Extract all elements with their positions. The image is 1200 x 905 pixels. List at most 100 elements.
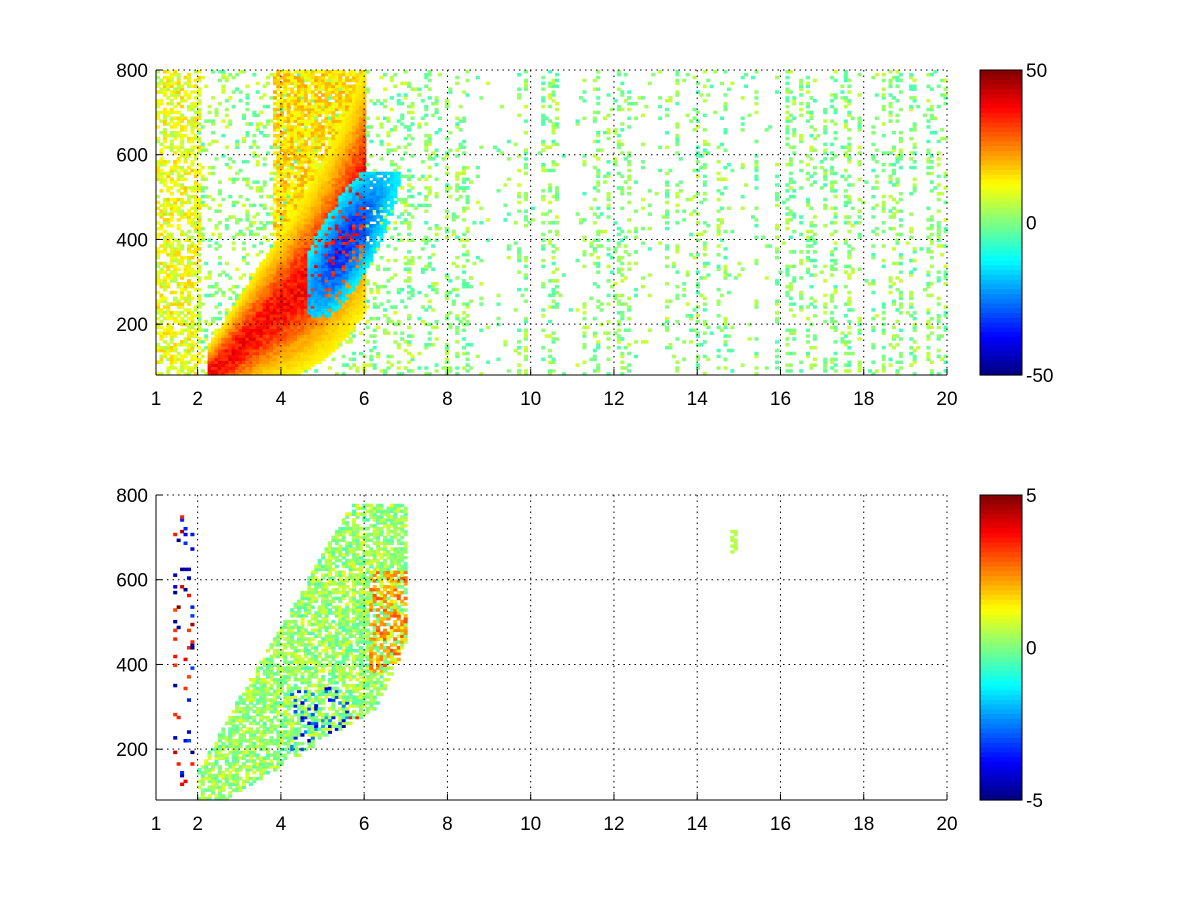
heatmap-cell	[286, 305, 291, 309]
heatmap-cell	[297, 293, 302, 298]
heatmap-cell	[365, 229, 370, 234]
heatmap-cell	[410, 194, 415, 199]
heatmap-cell	[434, 162, 439, 167]
heatmap-cell	[348, 96, 353, 100]
heatmap-cell	[369, 354, 374, 359]
heatmap-cell	[379, 101, 384, 106]
heatmap-cell	[382, 218, 388, 222]
heatmap-cell	[283, 203, 288, 208]
heatmap-cell	[355, 255, 360, 260]
heatmap-cell	[286, 136, 291, 141]
heatmap-cell	[365, 299, 370, 303]
heatmap-cell	[358, 160, 363, 164]
heatmap-cell	[176, 212, 181, 216]
heatmap-cell	[159, 142, 164, 147]
heatmap-cell	[279, 183, 284, 187]
heatmap-cell	[162, 334, 167, 338]
heatmap-cell	[224, 145, 229, 150]
heatmap-cell	[197, 328, 202, 333]
heatmap-cell	[286, 171, 291, 176]
heatmap-cell	[156, 174, 161, 179]
heatmap-cell	[486, 218, 491, 222]
heatmap-cell	[314, 331, 319, 335]
heatmap-cell	[307, 113, 312, 118]
heatmap-cell	[204, 360, 209, 364]
heatmap-cell	[455, 116, 460, 120]
heatmap-cell	[228, 343, 233, 347]
heatmap-cell	[272, 334, 277, 338]
heatmap-cell	[300, 343, 305, 347]
heatmap-cell	[162, 180, 167, 184]
heatmap-cell	[252, 154, 257, 158]
heatmap-cell	[372, 192, 377, 196]
heatmap-cell	[369, 244, 374, 248]
heatmap-cell	[190, 354, 195, 359]
heatmap-cell	[314, 235, 319, 240]
heatmap-cell	[303, 104, 308, 109]
heatmap-cell	[211, 284, 216, 289]
heatmap-cell	[358, 261, 363, 266]
heatmap-cell	[410, 101, 415, 106]
heatmap-cell	[200, 238, 205, 242]
heatmap-cell	[310, 70, 315, 74]
heatmap-cell	[235, 311, 240, 315]
heatmap-cell	[169, 101, 174, 106]
heatmap-cell	[200, 177, 205, 181]
heatmap-cell	[173, 366, 178, 370]
heatmap-cell	[303, 258, 308, 263]
heatmap-cell	[176, 171, 181, 176]
heatmap-cell	[310, 81, 315, 86]
heatmap-cell	[173, 131, 178, 135]
heatmap-cell	[293, 96, 298, 100]
heatmap-cell	[217, 348, 222, 353]
heatmap-cell	[338, 75, 343, 80]
heatmap-cell	[245, 296, 250, 301]
heatmap-cell	[214, 351, 219, 356]
heatmap-cell	[303, 78, 308, 83]
heatmap-cell	[523, 331, 529, 335]
heatmap-cell	[348, 235, 353, 240]
heatmap-cell	[352, 93, 357, 97]
heatmap-cell	[231, 308, 236, 312]
heatmap-cell	[338, 218, 343, 222]
heatmap-cell	[358, 206, 363, 211]
heatmap-cell	[300, 247, 305, 251]
heatmap-cell	[286, 119, 291, 123]
heatmap-cell	[355, 366, 360, 370]
heatmap-cell	[334, 299, 339, 303]
heatmap-cell	[307, 189, 312, 193]
heatmap-cell	[214, 305, 219, 309]
heatmap-cell	[166, 325, 171, 330]
heatmap-cell	[156, 168, 161, 173]
heatmap-cell	[362, 215, 367, 219]
heatmap-cell	[396, 287, 401, 292]
heatmap-cell	[245, 354, 250, 359]
heatmap-cell	[523, 354, 529, 359]
heatmap-cell	[348, 189, 353, 193]
heatmap-cell	[293, 325, 298, 330]
heatmap-cell	[314, 325, 319, 330]
heatmap-cell	[334, 282, 339, 286]
heatmap-cell	[190, 343, 195, 347]
heatmap-cell	[358, 136, 363, 141]
heatmap-cell	[262, 282, 267, 286]
heatmap-cell	[358, 351, 363, 356]
heatmap-cell	[317, 180, 322, 184]
heatmap-cell	[231, 235, 236, 240]
heatmap-cell	[159, 148, 164, 152]
heatmap-cell	[365, 116, 370, 120]
heatmap-cell	[252, 366, 257, 370]
heatmap-cell	[248, 145, 253, 150]
heatmap-cell	[475, 165, 480, 170]
heatmap-cell	[321, 226, 326, 231]
heatmap-cell	[211, 366, 216, 370]
heatmap-cell	[248, 354, 253, 359]
heatmap-cell	[410, 290, 415, 295]
heatmap-cell	[197, 218, 202, 222]
heatmap-cell	[162, 203, 167, 208]
heatmap-cell	[462, 177, 467, 181]
heatmap-cell	[338, 305, 343, 309]
heatmap-cell	[300, 96, 305, 100]
heatmap-cell	[231, 354, 236, 359]
heatmap-cell	[259, 351, 264, 356]
